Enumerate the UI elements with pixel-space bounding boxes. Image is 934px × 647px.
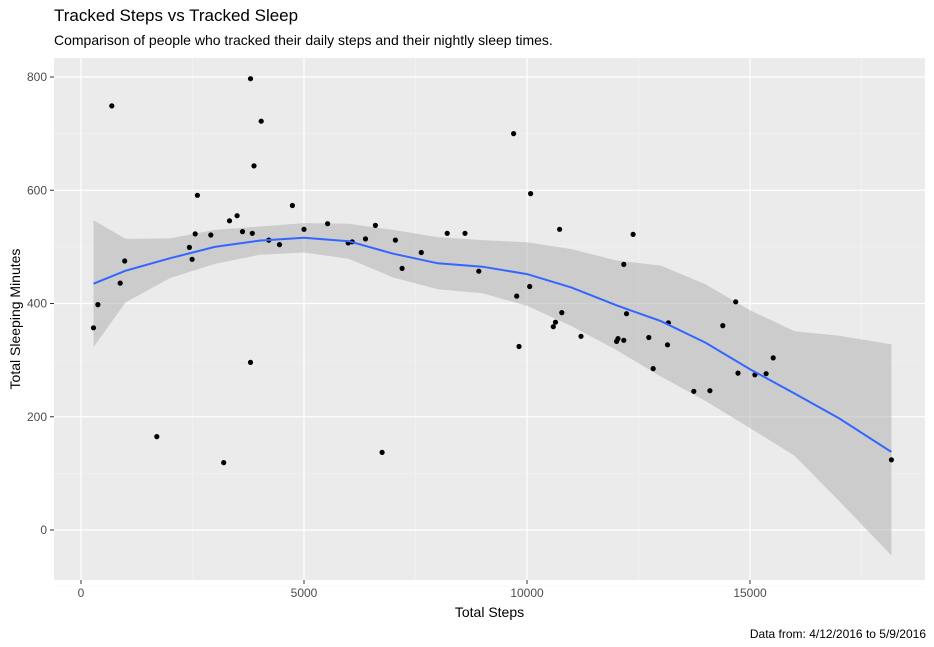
data-point	[239, 229, 246, 235]
data-point	[154, 434, 160, 440]
data-point	[527, 283, 533, 290]
chart-caption: Data from: 4/12/2016 to 5/9/2016	[749, 627, 926, 641]
x-axis-ticks: 0 5000 10000 15000	[78, 580, 767, 600]
plot-panel	[54, 58, 925, 580]
data-point	[707, 388, 713, 394]
data-point	[221, 460, 227, 466]
data-point	[623, 311, 630, 317]
data-point	[691, 388, 697, 394]
x-axis-title: Total Steps	[455, 604, 524, 620]
data-point	[399, 265, 405, 271]
data-point	[763, 371, 769, 377]
data-point	[650, 366, 656, 372]
data-point	[379, 449, 385, 455]
y-axis-title: Total Sleeping Minutes	[7, 249, 23, 390]
data-point	[557, 226, 563, 232]
data-point	[444, 230, 450, 236]
data-points	[90, 76, 895, 466]
data-point	[192, 231, 198, 237]
data-point	[615, 336, 621, 342]
data-point	[720, 323, 726, 329]
data-point	[514, 293, 520, 299]
data-point	[226, 218, 233, 224]
data-point	[888, 457, 895, 463]
smooth-trend-line	[93, 236, 892, 453]
y-tick-label: 600	[27, 183, 47, 197]
y-tick-label: 200	[27, 410, 47, 424]
data-point	[117, 280, 123, 286]
data-point	[646, 334, 652, 341]
data-point	[550, 324, 556, 330]
data-point	[189, 256, 195, 262]
data-point	[301, 226, 307, 232]
data-point	[251, 163, 257, 169]
data-point	[325, 221, 331, 227]
data-point	[208, 232, 214, 238]
data-point	[392, 237, 398, 243]
data-point	[186, 244, 192, 250]
y-tick-label: 800	[27, 70, 47, 84]
data-point	[194, 192, 200, 198]
data-point	[462, 230, 468, 236]
data-point	[247, 76, 254, 82]
x-tick-label: 0	[78, 586, 85, 600]
data-point	[476, 268, 482, 274]
data-point	[578, 333, 584, 339]
data-point	[362, 236, 369, 242]
data-point	[289, 202, 295, 209]
data-point	[630, 231, 636, 237]
data-point	[258, 118, 264, 124]
x-tick-label: 15000	[733, 586, 767, 600]
data-point	[664, 342, 671, 348]
y-axis-ticks: 0 200 400 600 800	[27, 70, 54, 537]
data-point	[735, 370, 741, 376]
data-point	[247, 359, 254, 365]
data-point	[552, 319, 559, 325]
data-point	[733, 299, 739, 305]
data-point	[516, 343, 522, 350]
data-point	[90, 325, 97, 331]
data-point	[770, 355, 776, 361]
confidence-band	[93, 220, 892, 556]
data-point	[621, 261, 627, 267]
data-point	[372, 222, 378, 228]
data-point	[109, 103, 115, 109]
data-point	[234, 213, 240, 219]
x-tick-label: 10000	[510, 586, 544, 600]
data-point	[249, 230, 255, 236]
data-point	[122, 258, 128, 264]
data-point	[95, 302, 101, 308]
data-point	[621, 337, 627, 343]
data-point	[510, 131, 517, 137]
data-point	[559, 310, 565, 316]
chart-title: Tracked Steps vs Tracked Sleep	[54, 6, 299, 25]
y-tick-label: 0	[40, 523, 47, 537]
data-point	[418, 249, 424, 256]
x-tick-label: 5000	[291, 586, 318, 600]
y-tick-label: 400	[27, 297, 47, 311]
data-point	[528, 191, 534, 197]
chart-subtitle: Comparison of people who tracked their d…	[54, 32, 553, 48]
data-point	[276, 242, 283, 248]
